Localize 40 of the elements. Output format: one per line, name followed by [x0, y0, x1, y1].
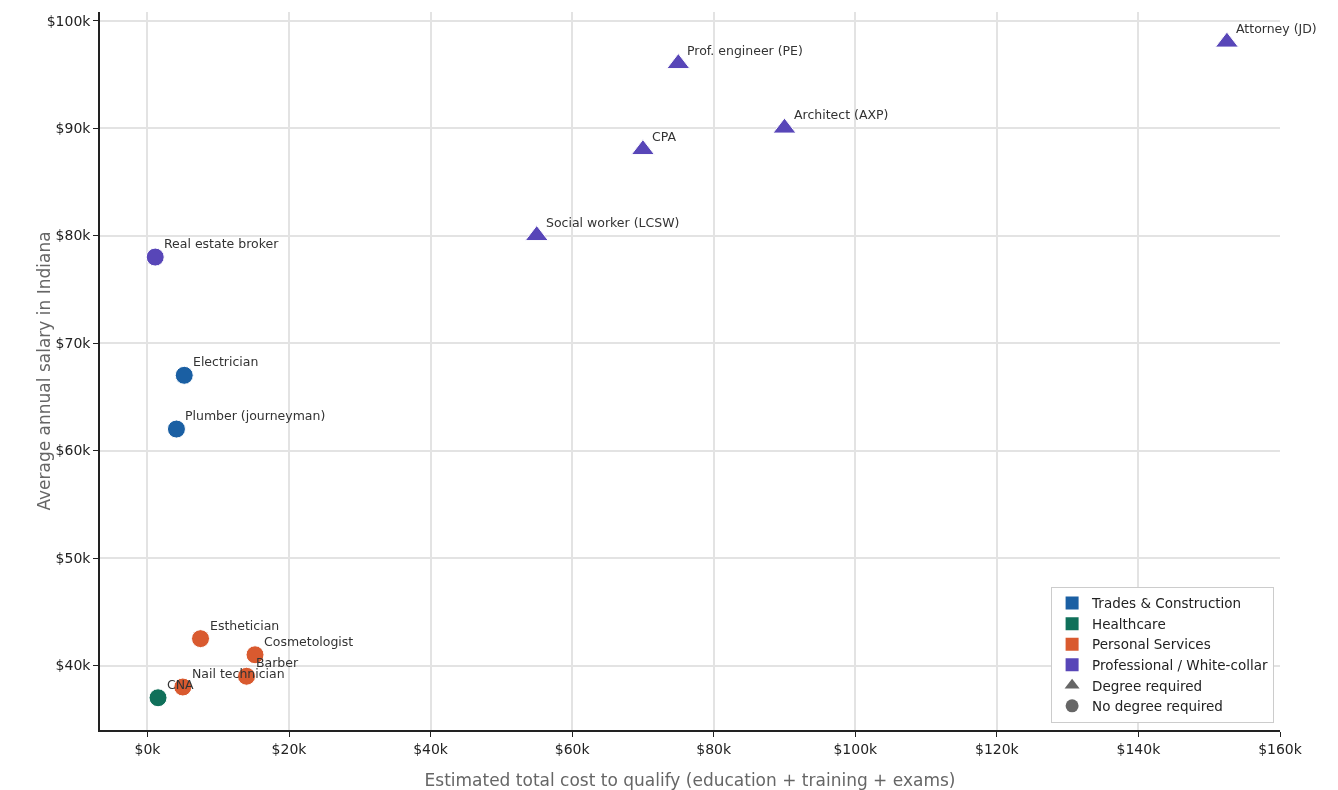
x-tick-label: $20k	[271, 740, 308, 757]
annotation: Social worker (LCSW)	[546, 215, 680, 230]
point	[174, 365, 194, 385]
annotation: Esthetician	[210, 618, 280, 633]
annotation: Barber	[256, 655, 299, 670]
annotation: Plumber (journeyman)	[185, 408, 326, 423]
legend-label: Healthcare	[1092, 615, 1166, 632]
legend-label: Personal Services	[1092, 636, 1211, 653]
x-tick-label: $40k	[413, 740, 449, 757]
point	[191, 629, 211, 649]
annotation: Electrician	[193, 354, 259, 369]
y-tick-label: $60k	[55, 442, 92, 459]
y-tick-label: $50k	[55, 549, 92, 566]
annotation: Attorney (JD)	[1236, 21, 1317, 36]
x-tick-label: $160k	[1258, 740, 1303, 757]
annotation: Real estate broker	[164, 236, 280, 251]
x-tick-label: $120k	[974, 740, 1020, 757]
point	[145, 247, 165, 267]
y-axis-title: Average annual salary in Indiana	[33, 231, 54, 511]
x-tick-label: $100k	[833, 740, 879, 757]
y-tick-label: $80k	[55, 227, 92, 244]
y-tick-label: $70k	[55, 334, 92, 351]
legend-label: Trades & Construction	[1091, 595, 1242, 612]
legend-label: Degree required	[1092, 677, 1203, 694]
x-tick-label: $140k	[1116, 740, 1162, 757]
annotation: Cosmetologist	[264, 634, 354, 649]
point	[166, 419, 186, 439]
y-tick-label: $40k	[55, 657, 92, 674]
y-tick-label: $90k	[55, 119, 92, 136]
x-tick-label: $60k	[554, 740, 591, 757]
x-axis-title: Estimated total cost to qualify (education + training + exams)	[424, 770, 956, 790]
legend-label: Professional / White-collar	[1092, 657, 1268, 674]
annotation: Architect (AXP)	[794, 107, 889, 122]
annotation: Prof. engineer (PE)	[687, 43, 803, 58]
x-tick-label: $80k	[696, 740, 733, 757]
annotation: CPA	[652, 129, 677, 144]
legend-label: No degree required	[1092, 698, 1223, 715]
y-tick-label: $100k	[46, 12, 92, 29]
point	[148, 688, 168, 708]
x-tick-label: $0k	[134, 740, 162, 757]
